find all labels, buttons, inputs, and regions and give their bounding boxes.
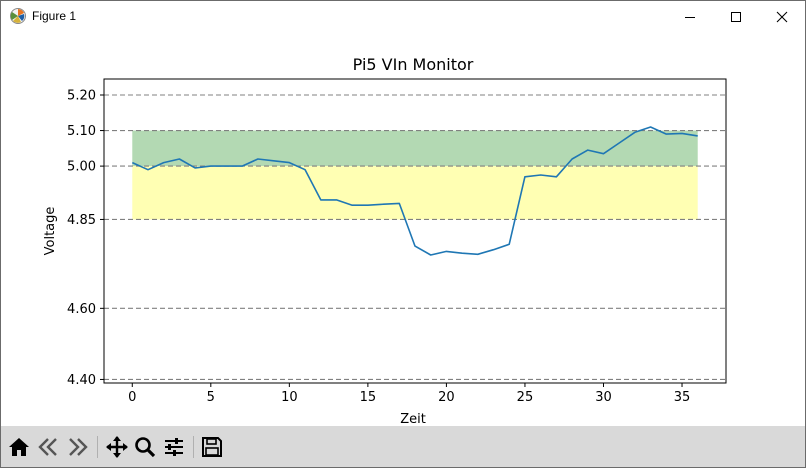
x-tick-label: 10 [281, 390, 298, 405]
x-tick-label: 25 [517, 390, 534, 405]
minimize-icon [685, 16, 695, 18]
home-icon [9, 438, 29, 456]
x-axis-ticks: 0 5 10 15 20 25 30 35 [128, 383, 690, 405]
save-button[interactable] [199, 434, 225, 460]
save-icon [202, 437, 222, 457]
x-axis-label: Zeit [400, 412, 426, 425]
matplotlib-app-icon [10, 8, 26, 24]
line-chart[interactable]: Pi5 VIn Monitor 4.40 4.60 4.85 5.00 5.10 5.20… [1, 32, 805, 427]
axes-frame [103, 78, 727, 384]
pan-icon [106, 436, 128, 458]
toolbar-separator [193, 436, 194, 458]
y-tick-label: 4.40 [67, 373, 96, 388]
x-tick-label: 0 [128, 390, 136, 405]
minimize-button[interactable] [667, 1, 713, 32]
home-button[interactable] [6, 434, 32, 460]
threshold-band-0 [132, 130, 698, 167]
configure-icon [165, 438, 183, 456]
chart-title: Pi5 VIn Monitor [353, 55, 474, 74]
title-bar[interactable]: Figure 1 [1, 1, 805, 32]
pan-button[interactable] [104, 434, 130, 460]
zoom-icon [135, 437, 156, 458]
y-tick-label: 4.60 [67, 302, 96, 317]
toolbar-separator [97, 436, 98, 458]
y-tick-label: 5.20 [67, 89, 96, 104]
x-tick-label: 20 [438, 390, 455, 405]
voltage-line [131, 126, 698, 256]
zoom-button[interactable] [132, 434, 158, 460]
y-tick-label: 5.10 [67, 124, 96, 139]
maximize-icon [731, 11, 741, 22]
y-axis-ticks: 4.40 4.60 4.85 5.00 5.10 5.20 [67, 89, 104, 388]
configure-subplots-button[interactable] [161, 434, 187, 460]
close-button[interactable] [759, 1, 805, 32]
window-title: Figure 1 [32, 9, 77, 23]
forward-icon [69, 438, 88, 456]
y-tick-label: 4.85 [67, 213, 96, 228]
y-axis-label: Voltage [43, 207, 58, 256]
x-tick-label: 35 [674, 390, 691, 405]
back-button[interactable] [35, 434, 61, 460]
close-icon [776, 11, 788, 22]
x-tick-label: 30 [595, 390, 612, 405]
threshold-band-1 [132, 166, 698, 220]
y-tick-label: 5.00 [67, 160, 96, 175]
x-tick-label: 15 [360, 390, 377, 405]
forward-button[interactable] [65, 434, 91, 460]
figure-canvas[interactable]: Pi5 VIn Monitor 4.40 4.60 4.85 5.00 5.10 5.20… [1, 32, 805, 427]
navigation-toolbar [1, 426, 805, 467]
x-tick-label: 5 [207, 390, 215, 405]
data-series [131, 126, 698, 256]
back-icon [38, 438, 57, 456]
threshold-bands [132, 130, 698, 220]
maximize-button[interactable] [713, 1, 759, 32]
